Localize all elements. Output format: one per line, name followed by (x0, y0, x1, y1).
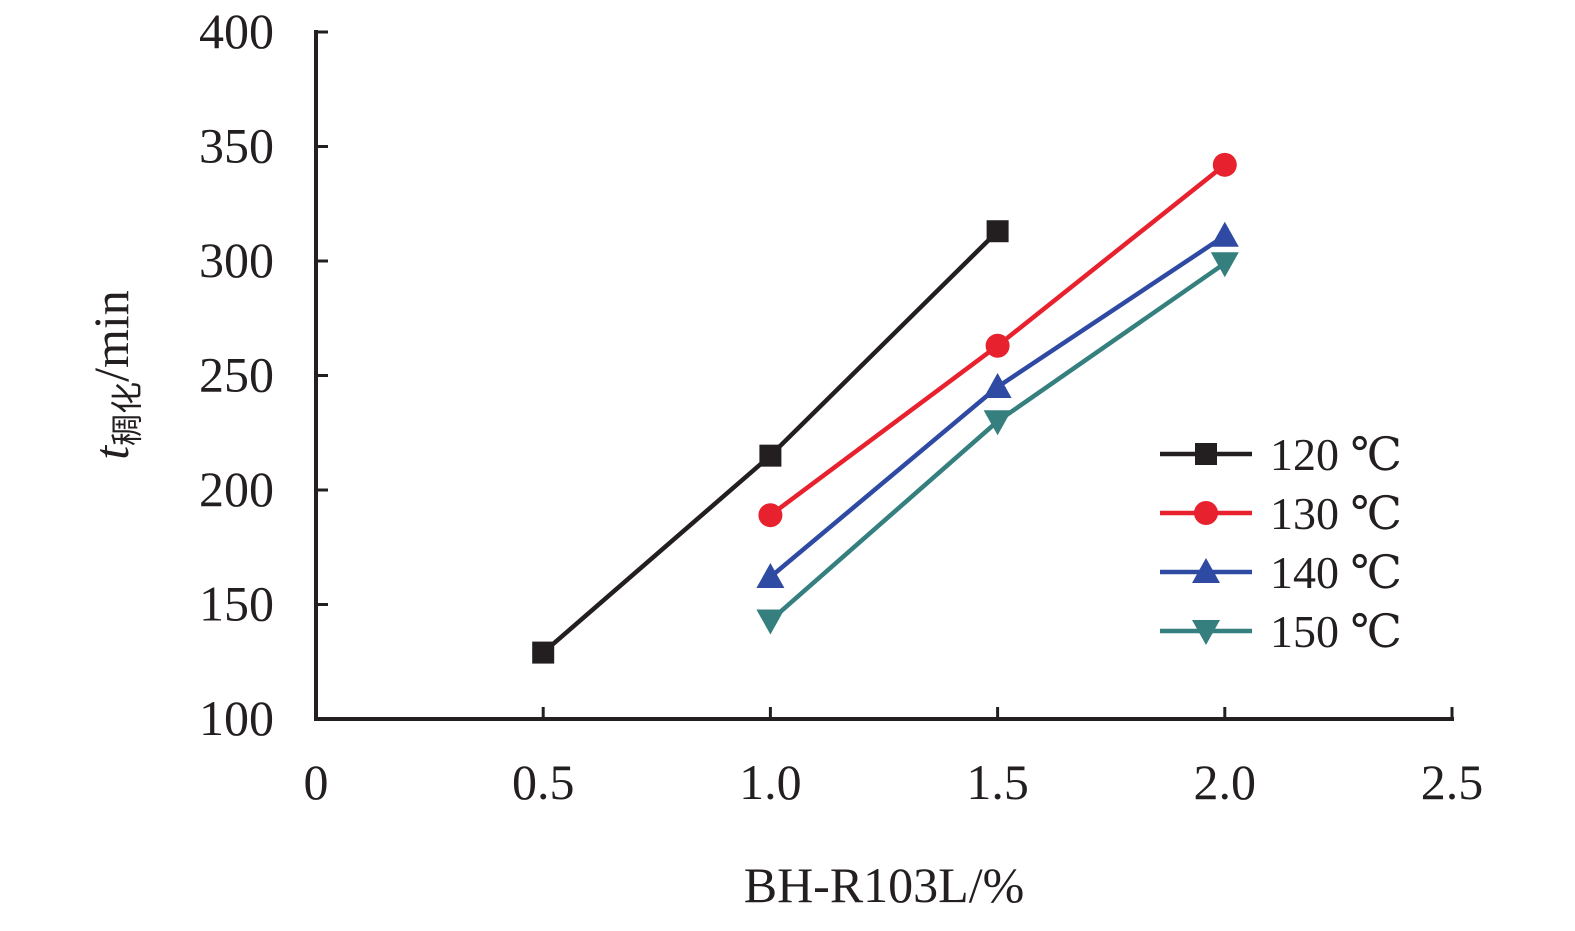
y-axis-symbol: t (83, 445, 139, 460)
legend-item: 140 ℃ (1160, 547, 1402, 598)
y-tick-label: 300 (199, 232, 274, 288)
legend-marker (1192, 558, 1220, 583)
x-tick-label: 1.0 (739, 754, 802, 810)
y-tick-label: 200 (199, 461, 274, 517)
legend-label: 120 ℃ (1270, 429, 1402, 480)
legend-marker (1194, 501, 1218, 525)
legend-item: 120 ℃ (1160, 429, 1402, 480)
x-tick-label: 0 (304, 754, 329, 810)
x-tick-label: 2.5 (1421, 754, 1484, 810)
series-line (768, 233, 1227, 579)
series-line (768, 261, 1227, 623)
data-point (756, 563, 785, 589)
y-axis-unit: /min (83, 290, 139, 382)
y-tick-label: 350 (199, 118, 274, 174)
y-tick-label: 400 (199, 3, 274, 59)
legend: 120 ℃ 130 ℃ 140 ℃ 150 ℃ (1160, 429, 1402, 657)
data-point (756, 609, 785, 635)
series (532, 152, 1239, 664)
legend-item: 130 ℃ (1160, 488, 1402, 539)
legend-marker (1192, 620, 1220, 645)
ticks: 100 150 200 250 300 350 400 0 0.5 1.0 1.5 2.0 2.5 (199, 3, 1483, 810)
series-2 (756, 221, 1239, 589)
legend-label: 130 ℃ (1270, 488, 1402, 539)
y-axis-subscript: 稠化 (109, 382, 145, 446)
series-1 (758, 152, 1237, 528)
x-tick-label: 1.5 (966, 754, 1029, 810)
x-axis-title: BH-R103L/% (744, 857, 1025, 913)
data-point (986, 220, 1009, 243)
data-point (759, 444, 782, 467)
data-point (758, 503, 783, 528)
data-point (1210, 221, 1239, 247)
legend-label: 140 ℃ (1270, 547, 1402, 598)
data-point (985, 333, 1010, 358)
data-point (532, 641, 555, 664)
y-tick-label: 250 (199, 347, 274, 403)
legend-label: 150 ℃ (1270, 606, 1402, 657)
data-point (983, 372, 1012, 398)
x-tick-label: 0.5 (512, 754, 575, 810)
x-tick-label: 2.0 (1194, 754, 1257, 810)
legend-marker (1195, 443, 1217, 465)
data-point (983, 410, 1012, 436)
y-tick-label: 150 (199, 576, 274, 632)
y-axis-title: t稠化/min (83, 290, 145, 460)
y-tick-label: 100 (199, 690, 274, 746)
data-point (1210, 252, 1239, 278)
legend-item: 150 ℃ (1160, 606, 1402, 657)
series-3 (756, 252, 1239, 635)
data-point (1212, 152, 1237, 177)
series-0 (532, 220, 1009, 664)
